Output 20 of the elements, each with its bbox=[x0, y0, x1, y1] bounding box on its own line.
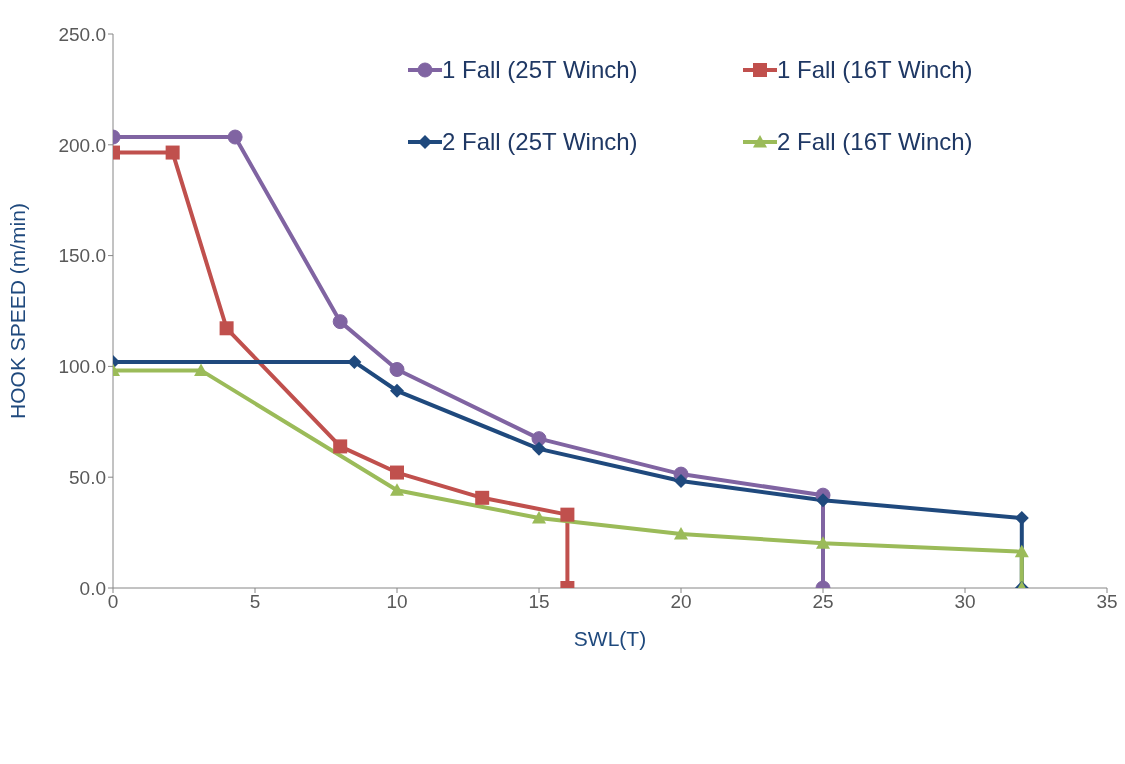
x-tick-label: 5 bbox=[249, 591, 261, 613]
y-tick-label: 50.0 bbox=[69, 466, 106, 488]
x-tick-label: 15 bbox=[528, 591, 550, 613]
x-tick-label: 10 bbox=[386, 591, 408, 613]
legend-label: 1 Fall (16T Winch) bbox=[777, 56, 973, 84]
y-tick-label: 200.0 bbox=[58, 134, 106, 156]
legend-label: 2 Fall (16T Winch) bbox=[777, 128, 973, 156]
y-tick-label: 250.0 bbox=[58, 23, 106, 45]
x-tick-label: 25 bbox=[812, 591, 834, 613]
y-tick-label: 0.0 bbox=[79, 577, 106, 599]
y-axis-title: HOOK SPEED (m/min) bbox=[6, 203, 30, 419]
x-tick-label: 30 bbox=[954, 591, 976, 613]
x-axis-title: SWL(T) bbox=[573, 627, 647, 650]
legend-label: 1 Fall (25T Winch) bbox=[442, 56, 638, 84]
x-tick-label: 35 bbox=[1096, 591, 1118, 613]
x-tick-label: 20 bbox=[670, 591, 692, 613]
x-tick-label: 0 bbox=[107, 591, 119, 613]
y-tick-label: 100.0 bbox=[58, 356, 106, 378]
legend-label: 2 Fall (25T Winch) bbox=[442, 128, 638, 156]
y-tick-label: 150.0 bbox=[58, 245, 106, 267]
